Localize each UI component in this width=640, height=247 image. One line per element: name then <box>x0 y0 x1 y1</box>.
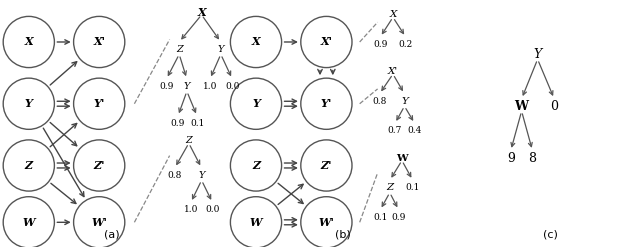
Text: 1.0: 1.0 <box>203 82 217 91</box>
Text: X: X <box>389 10 397 19</box>
Text: W': W' <box>92 217 107 228</box>
Text: 8: 8 <box>529 152 536 165</box>
Ellipse shape <box>230 197 282 247</box>
Text: (b): (b) <box>335 230 350 240</box>
Ellipse shape <box>301 140 352 191</box>
Text: Z': Z' <box>93 160 105 171</box>
Ellipse shape <box>230 16 282 68</box>
Text: 0.9: 0.9 <box>392 213 406 222</box>
Text: W': W' <box>319 217 334 228</box>
Text: 0: 0 <box>550 100 558 113</box>
Text: Z: Z <box>176 45 182 54</box>
Ellipse shape <box>3 197 54 247</box>
Ellipse shape <box>301 78 352 129</box>
Text: 1.0: 1.0 <box>184 206 198 214</box>
Ellipse shape <box>3 78 54 129</box>
Text: Z: Z <box>25 160 33 171</box>
Text: W: W <box>250 217 262 228</box>
Text: 0.8: 0.8 <box>372 97 387 106</box>
Text: Y: Y <box>252 98 260 109</box>
Text: Y: Y <box>184 82 190 91</box>
Text: (c): (c) <box>543 230 558 240</box>
Text: Y': Y' <box>93 98 105 109</box>
Ellipse shape <box>301 197 352 247</box>
Text: W: W <box>515 100 529 113</box>
Text: X: X <box>24 37 33 47</box>
Text: X': X' <box>388 67 398 76</box>
Text: Y: Y <box>198 171 205 180</box>
Text: 0.0: 0.0 <box>225 82 239 91</box>
Text: X': X' <box>93 37 105 47</box>
Text: 0.0: 0.0 <box>205 206 220 214</box>
Ellipse shape <box>74 197 125 247</box>
Text: (a): (a) <box>104 230 120 240</box>
Ellipse shape <box>230 78 282 129</box>
Text: 0.1: 0.1 <box>190 119 204 128</box>
Text: 0.8: 0.8 <box>168 171 182 180</box>
Ellipse shape <box>74 78 125 129</box>
Text: 0.4: 0.4 <box>408 126 422 135</box>
Text: Y: Y <box>218 45 224 54</box>
Text: 0.9: 0.9 <box>373 40 387 49</box>
Ellipse shape <box>74 140 125 191</box>
Text: X: X <box>252 37 260 47</box>
Text: Z': Z' <box>321 160 332 171</box>
Text: Y: Y <box>25 98 33 109</box>
Text: Z: Z <box>186 136 192 145</box>
Text: Z: Z <box>252 160 260 171</box>
Text: W: W <box>396 154 408 163</box>
Text: 0.2: 0.2 <box>399 40 413 49</box>
Ellipse shape <box>301 16 352 68</box>
Ellipse shape <box>3 16 54 68</box>
Text: 9: 9 <box>507 152 515 165</box>
Text: 0.1: 0.1 <box>406 183 420 192</box>
Ellipse shape <box>3 140 54 191</box>
Text: Y: Y <box>534 48 541 61</box>
Text: X': X' <box>321 37 332 47</box>
Text: Y': Y' <box>321 98 332 109</box>
Ellipse shape <box>74 16 125 68</box>
Ellipse shape <box>230 140 282 191</box>
Text: Y: Y <box>401 97 408 106</box>
Text: 0.1: 0.1 <box>373 213 387 222</box>
Text: 0.9: 0.9 <box>171 119 185 128</box>
Text: 0.7: 0.7 <box>388 126 402 135</box>
Text: Z: Z <box>386 183 394 192</box>
Text: W: W <box>22 217 35 228</box>
Text: 0.9: 0.9 <box>159 82 173 91</box>
Text: X: X <box>197 7 206 18</box>
